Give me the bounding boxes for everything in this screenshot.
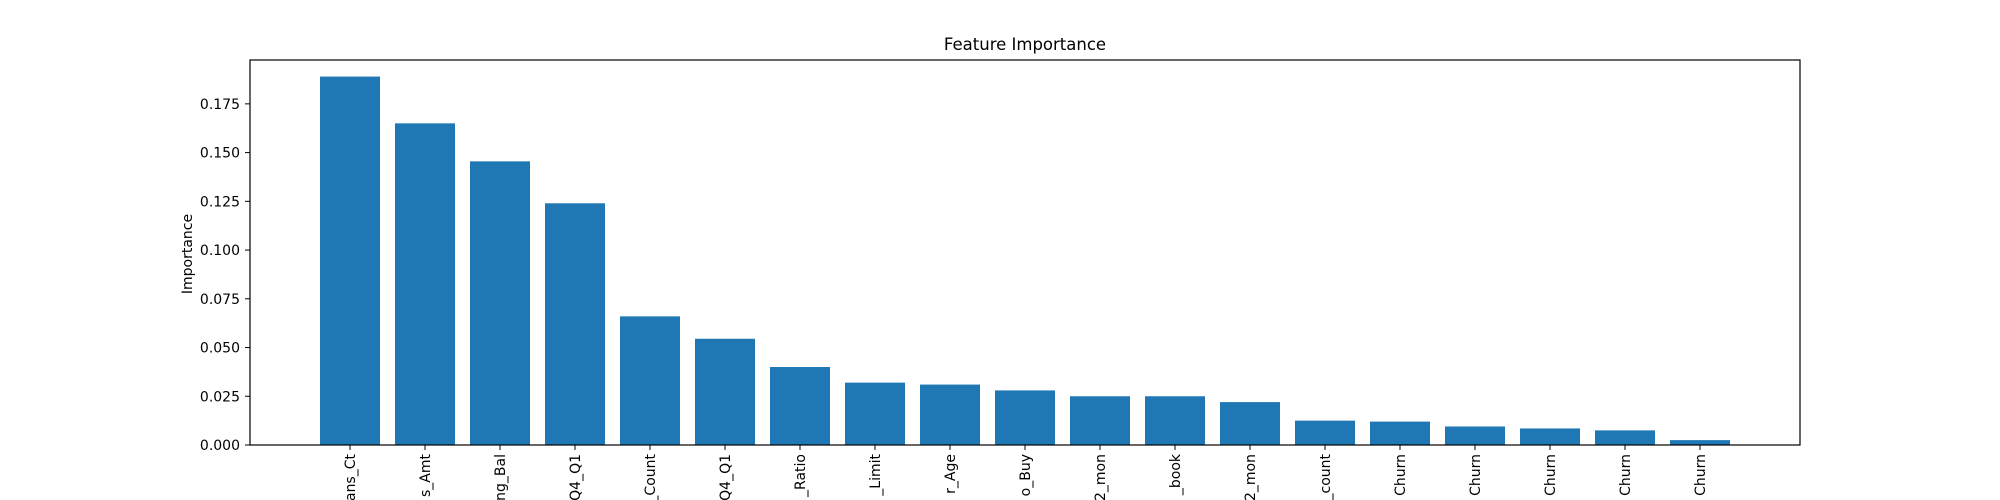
bar-10 [995,390,1055,445]
x-tick-label: Churn [1693,454,1709,496]
x-tick-label: Churn [1618,454,1634,496]
x-tick-label: Q4_Q1 [568,454,584,500]
bar-9 [920,384,980,445]
x-tick-label: ans_Ct [343,453,359,500]
bar-15 [1370,421,1430,445]
bar-14 [1295,420,1355,445]
bar-3 [470,161,530,445]
y-tick-label: 0.175 [200,97,240,113]
x-tick-label: s_Amt [418,453,434,497]
x-tick-label: o_Buy [1018,454,1034,496]
bars-group [320,76,1730,446]
x-tick-label: ng_Bal [493,454,509,500]
bar-16 [1445,426,1505,445]
x-tick-label: Q4_Q1 [718,454,734,500]
bar-2 [395,123,455,445]
x-tick-label: 2_mon [1093,454,1109,500]
y-tick-label: 0.025 [200,389,240,405]
bar-4 [545,203,605,445]
bar-17 [1520,428,1580,445]
x-tick-label: Churn [1393,454,1409,496]
bar-5 [620,316,680,445]
y-tick-label: 0.125 [200,194,240,210]
x-tick-label: Churn [1468,454,1484,496]
x-tick-label: _Ratio [793,454,809,498]
bar-13 [1220,402,1280,445]
plot-frame [249,59,1801,446]
bar-6 [695,338,755,445]
x-tick-label: 2_mon [1243,454,1259,500]
x-tick-label: r_Age [943,454,959,494]
bar-8 [845,382,905,445]
bar-19 [1670,440,1730,445]
y-tick-label: 0.050 [200,341,240,357]
x-tick-label: _Limit [868,454,884,497]
x-tick-label: _Count [643,453,659,500]
x-tick-label: _count [1318,453,1334,500]
chart-title: Feature Importance [944,35,1106,54]
x-tick-label: Churn [1543,454,1559,496]
y-tick-label: 0.100 [200,243,240,259]
y-tick-label: 0.075 [200,292,240,308]
bar-7 [770,367,830,445]
bar-1 [320,76,380,446]
y-tick-label: 0.150 [200,146,240,162]
x-tick-label: _book [1168,453,1184,496]
bar-12 [1145,396,1205,445]
y-axis-ticks: 0.000 0.025 0.050 0.075 0.100 0.125 0.150 0.175 [200,97,250,454]
bar-18 [1595,430,1655,445]
bar-11 [1070,396,1130,445]
y-tick-label: 0.000 [200,438,240,454]
x-axis-ticks: ans_Ct s_Amt ng_Bal Q4_Q1 _Count Q4_Q1 _Ratio _… [343,445,1709,500]
y-axis-label: Importance [180,214,196,294]
